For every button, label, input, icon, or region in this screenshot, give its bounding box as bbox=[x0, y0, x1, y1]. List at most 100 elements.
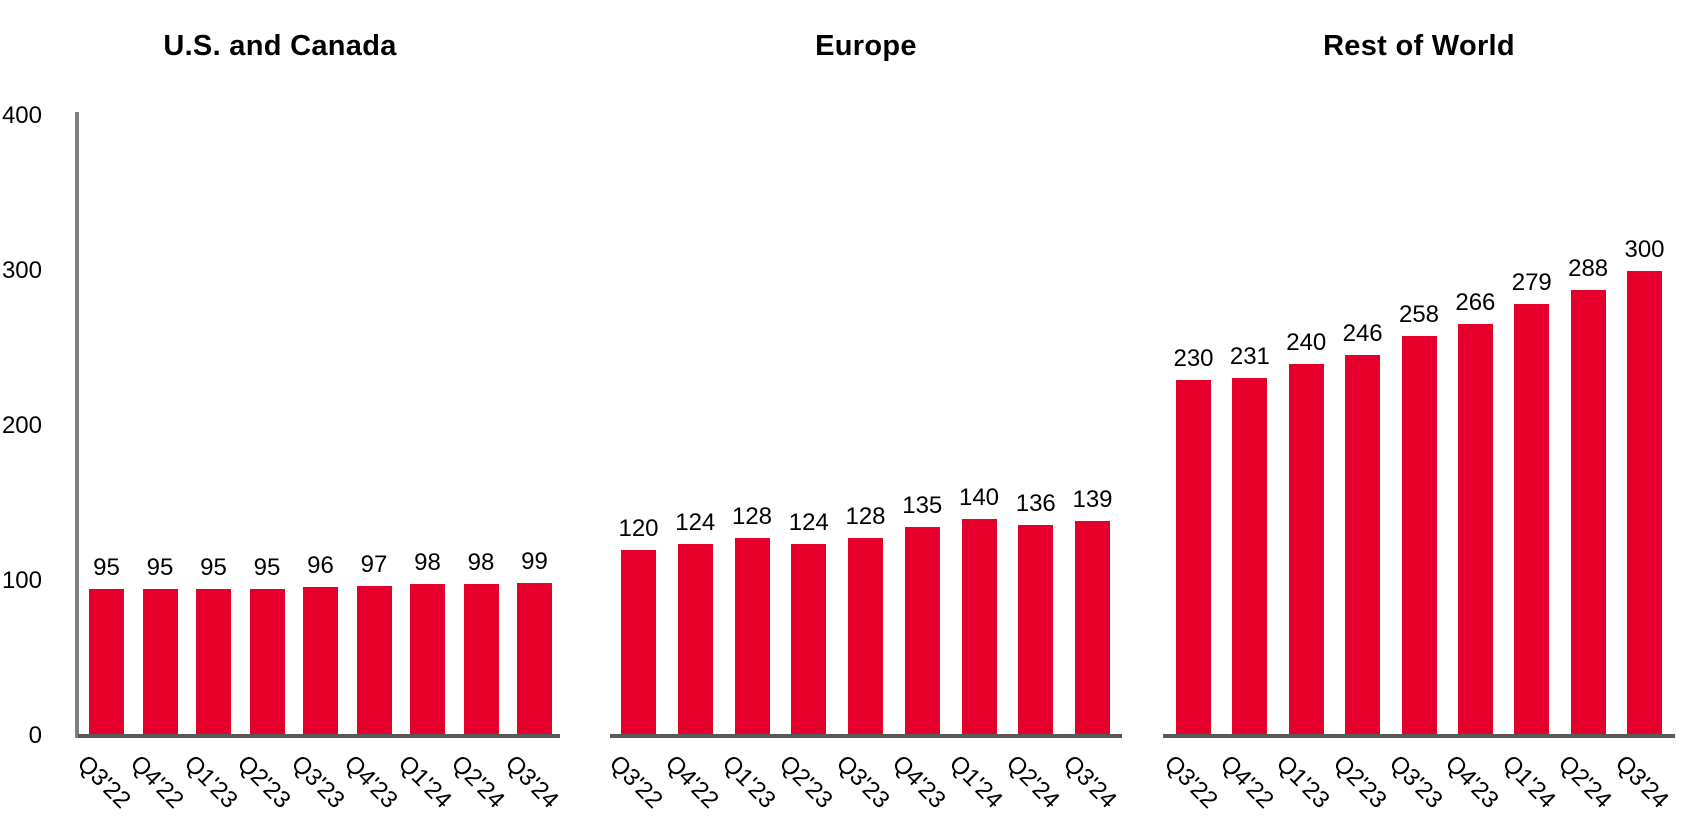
bar-value-label: 135 bbox=[902, 491, 943, 519]
x-axis-tick-label: Q3'23 bbox=[830, 750, 895, 814]
bar-value-label: 128 bbox=[731, 502, 773, 530]
bar-Q2'24: 98 Q2'24 bbox=[446, 550, 510, 814]
bar-value-label: 300 bbox=[1624, 236, 1665, 263]
chart-title-us-and-canada: U.S. and Canada bbox=[163, 30, 397, 62]
bar-Q2'23: 246 Q2'23 bbox=[1328, 320, 1392, 814]
bar-Q1'23: 95 Q1'23 bbox=[178, 554, 242, 814]
bar-value-label: 139 bbox=[1072, 485, 1113, 513]
x-axis-tick-label: Q4'23 bbox=[1440, 750, 1505, 814]
bar-value-label: 124 bbox=[788, 508, 829, 536]
x-axis-tick-label: Q3'24 bbox=[499, 750, 564, 814]
x-axis-tick-label: Q3'22 bbox=[1158, 750, 1223, 814]
x-axis-tick-label: Q4'23 bbox=[887, 750, 952, 814]
y-axis-tick-labels: 0 100 200 300 400 bbox=[0, 102, 42, 749]
x-axis-tick-label: Q4'22 bbox=[124, 750, 189, 814]
chart-title-rest-of-world: Rest of World bbox=[1323, 30, 1515, 62]
x-axis-tick-label: Q3'22 bbox=[71, 750, 136, 814]
y-axis-line bbox=[75, 112, 79, 738]
bar-value-label: 246 bbox=[1342, 319, 1383, 347]
bar-Q2'23: 124 Q2'23 bbox=[774, 509, 838, 814]
plot-area-rest-of-world: 230 Q3'22 231 Q4'22 240 Q1'23 246 Q2'23 258 Q3'23… bbox=[1158, 116, 1675, 814]
y-axis-tick-label: 400 bbox=[1, 102, 42, 129]
bar-value-label: 279 bbox=[1511, 268, 1552, 296]
bar-Q1'23: 240 Q1'23 bbox=[1271, 330, 1335, 814]
x-axis-tick-label: Q2'24 bbox=[445, 750, 510, 814]
bar-Q1'24: 98 Q1'24 bbox=[392, 550, 456, 814]
chart-europe: Europe 120 Q3'22 124 Q4'22 128 Q1'23 124 Q2'23 1… bbox=[603, 0, 1122, 823]
bar-Q3'23: 96 Q3'23 bbox=[285, 553, 349, 814]
plot-area-europe: 120 Q3'22 124 Q4'22 128 Q1'23 124 Q2'23 128 Q3'23… bbox=[603, 116, 1122, 814]
bar-value-label: 95 bbox=[146, 553, 174, 581]
bar-value-label: 231 bbox=[1229, 342, 1270, 370]
bar-value-label: 230 bbox=[1173, 344, 1214, 372]
bar-Q3'23: 258 Q3'23 bbox=[1384, 302, 1448, 814]
bar-value-label: 120 bbox=[618, 515, 659, 542]
bar-value-label: 288 bbox=[1568, 254, 1609, 282]
x-axis-line bbox=[1163, 734, 1675, 738]
x-axis-tick-label: Q1'23 bbox=[716, 750, 781, 814]
x-axis-tick-label: Q1'23 bbox=[1271, 750, 1336, 814]
bar-value-label: 240 bbox=[1286, 329, 1327, 356]
bar-value-label: 124 bbox=[675, 508, 716, 536]
bar-value-label: 95 bbox=[93, 553, 120, 581]
bar-value-label: 97 bbox=[360, 550, 388, 578]
bar-Q4'23: 97 Q4'23 bbox=[339, 551, 403, 814]
bar-group-rest-of-world: 230 Q3'22 231 Q4'22 240 Q1'23 246 Q2'23 258 Q3'23… bbox=[1158, 116, 1673, 814]
x-axis-tick-label: Q4'22 bbox=[1214, 750, 1279, 814]
bar-Q1'23: 128 Q1'23 bbox=[717, 503, 781, 814]
bar-Q2'23: 95 Q2'23 bbox=[232, 554, 296, 814]
x-axis-tick-label: Q2'23 bbox=[231, 750, 296, 814]
x-axis-tick-label: Q3'24 bbox=[1057, 750, 1122, 814]
bar-Q3'22: 95 Q3'22 bbox=[71, 554, 135, 814]
x-axis-tick-label: Q3'23 bbox=[285, 750, 350, 814]
bar-Q3'24: 99 Q3'24 bbox=[499, 548, 563, 814]
bar-value-label: 95 bbox=[200, 553, 227, 581]
bar-Q3'23: 128 Q3'23 bbox=[830, 503, 894, 814]
y-axis-tick-label: 0 bbox=[28, 722, 42, 749]
x-axis-tick-label: Q1'24 bbox=[392, 750, 457, 814]
bar-value-label: 98 bbox=[467, 549, 495, 577]
bar-Q4'22: 231 Q4'22 bbox=[1215, 343, 1279, 813]
y-axis-tick-label: 200 bbox=[1, 412, 42, 439]
bar-Q3'24: 300 Q3'24 bbox=[1609, 237, 1673, 814]
x-axis-tick-label: Q2'23 bbox=[1327, 750, 1392, 814]
x-axis-tick-label: Q4'22 bbox=[660, 750, 725, 814]
bar-Q1'24: 279 Q1'24 bbox=[1497, 269, 1561, 814]
x-axis-tick-label: Q3'22 bbox=[603, 750, 668, 814]
bar-value-label: 128 bbox=[845, 502, 886, 530]
x-axis-tick-label: Q4'23 bbox=[338, 750, 403, 814]
bar-Q4'22: 124 Q4'22 bbox=[660, 509, 724, 814]
bar-Q1'24: 140 Q1'24 bbox=[944, 485, 1008, 814]
x-axis-line bbox=[78, 734, 560, 738]
bar-value-label: 136 bbox=[1015, 490, 1056, 518]
chart-title-europe: Europe bbox=[815, 30, 917, 62]
bar-Q2'24: 136 Q2'24 bbox=[1001, 491, 1065, 814]
x-axis-tick-label: Q3'24 bbox=[1609, 750, 1674, 814]
bar-group-europe: 120 Q3'22 124 Q4'22 128 Q1'23 124 Q2'23 128 Q3'23… bbox=[603, 116, 1121, 814]
x-axis-tick-label: Q3'23 bbox=[1383, 750, 1448, 814]
x-axis-tick-label: Q2'24 bbox=[1553, 750, 1617, 814]
y-axis-tick-label: 300 bbox=[1, 257, 42, 284]
bar-group-us-and-canada: 95 Q3'22 95 Q4'22 95 Q1'23 95 Q2'23 96 Q3'23 97 Q4'… bbox=[71, 116, 563, 814]
bar-Q4'23: 266 Q4'23 bbox=[1440, 289, 1504, 814]
plot-area-us-and-canada: 95 Q3'22 95 Q4'22 95 Q1'23 95 Q2'23 96 Q3'23 97 Q4'… bbox=[71, 112, 563, 814]
bar-value-label: 95 bbox=[253, 553, 281, 581]
bar-Q3'22: 230 Q3'22 bbox=[1158, 345, 1222, 814]
bar-Q3'24: 139 Q3'24 bbox=[1057, 486, 1121, 814]
x-axis-tick-label: Q1'23 bbox=[178, 750, 243, 814]
x-axis-tick-label: Q2'23 bbox=[773, 750, 838, 814]
bar-value-label: 98 bbox=[414, 549, 441, 577]
chart-rest-of-world: Rest of World 230 Q3'22 231 Q4'22 240 Q1'23 24… bbox=[1158, 0, 1675, 823]
bar-value-label: 99 bbox=[521, 547, 548, 575]
bar-value-label: 140 bbox=[958, 484, 1000, 511]
bar-Q4'22: 95 Q4'22 bbox=[125, 554, 189, 814]
x-axis-tick-label: Q1'24 bbox=[1496, 750, 1561, 814]
x-axis-line bbox=[610, 734, 1122, 738]
y-axis-tick-label: 100 bbox=[1, 567, 42, 594]
x-axis-tick-label: Q2'24 bbox=[1000, 750, 1065, 814]
bar-value-label: 258 bbox=[1398, 301, 1440, 329]
bar-Q2'24: 288 Q2'24 bbox=[1553, 255, 1617, 814]
chart-us-and-canada: U.S. and Canada 0 100 200 300 400 95 Q3'22 95 Q… bbox=[0, 0, 563, 823]
x-axis-tick-label: Q1'24 bbox=[943, 750, 1008, 814]
